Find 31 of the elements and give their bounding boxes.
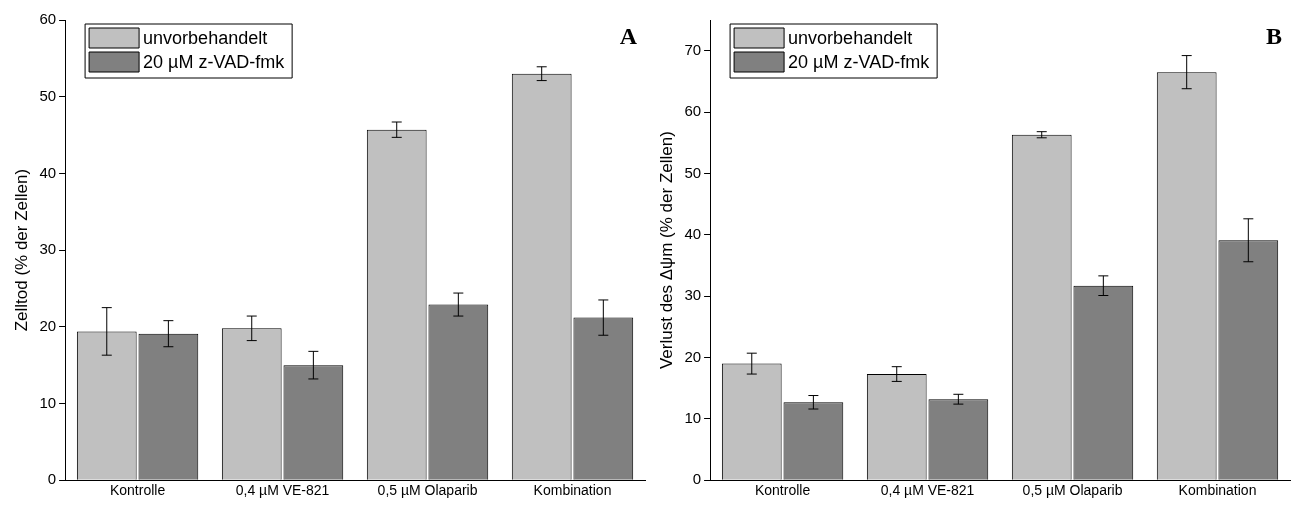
- y-tick-label: 10: [684, 408, 702, 426]
- x-tick-label: Kombination: [533, 482, 612, 499]
- x-tick-label: Kontrolle: [109, 482, 166, 499]
- y-tick-label: 10: [39, 393, 57, 411]
- legend-label: unvorbehandelt: [788, 27, 913, 48]
- y-tick-label: 40: [39, 163, 57, 181]
- y-tick-label: 60: [684, 102, 702, 120]
- y-tick-label: 0: [47, 470, 57, 488]
- x-tick-label: 0,5 µM Olaparib: [1022, 482, 1123, 499]
- y-tick-label: 70: [684, 40, 702, 58]
- y-tick-label: 30: [684, 286, 702, 304]
- y-tick-label: 20: [684, 347, 702, 365]
- x-tick-label: 0,4 µM VE-821: [880, 482, 975, 499]
- legend-label: 20 µM z-VAD-fmk: [788, 51, 931, 72]
- x-tick-label: 0,4 µM VE-821: [235, 482, 330, 499]
- x-tick-label: Kombination: [1178, 482, 1257, 499]
- y-tick-label: 40: [684, 224, 702, 242]
- annotation: A: [619, 23, 638, 50]
- annotation: B: [1265, 23, 1282, 50]
- y-tick-label: 30: [39, 240, 57, 258]
- y-axis-title: Zelltod (% der Zellen): [11, 168, 31, 332]
- y-axis-title: Verlust des Δψm (% der Zellen): [656, 131, 676, 370]
- y-tick-label: 0: [692, 470, 702, 488]
- y-tick-label: 50: [39, 86, 57, 104]
- legend-label: 20 µM z-VAD-fmk: [143, 51, 286, 72]
- x-tick-label: 0,5 µM Olaparib: [377, 482, 478, 499]
- y-tick-label: 50: [684, 163, 702, 181]
- y-tick-label: 60: [39, 10, 57, 28]
- y-tick-label: 20: [39, 316, 57, 334]
- legend-label: unvorbehandelt: [143, 27, 268, 48]
- x-tick-label: Kontrolle: [754, 482, 811, 499]
